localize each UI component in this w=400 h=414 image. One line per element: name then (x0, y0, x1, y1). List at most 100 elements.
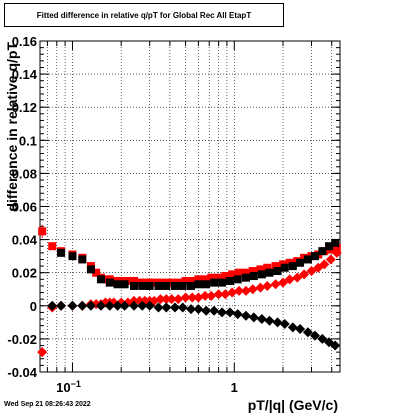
data-point-diamond (200, 290, 211, 301)
data-point-square (92, 268, 101, 277)
data-point-diamond (180, 292, 191, 303)
data-point-diamond (256, 314, 267, 325)
data-point-square (296, 258, 305, 267)
data-point-square (248, 267, 257, 276)
data-point-square (96, 275, 105, 284)
data-point-square (271, 262, 280, 271)
data-point-diamond (299, 269, 310, 280)
data-point-square (201, 275, 210, 284)
data-point-diamond (119, 300, 130, 311)
data-point-square (113, 280, 122, 289)
data-point-square (105, 278, 114, 287)
y-tick-labels: -0.04 -0.02 0 0.02 0.04 0.06 0.08 0.1 0.12 0.14 0.… (7, 34, 37, 380)
data-point-square (235, 268, 244, 277)
data-point-diamond (248, 312, 259, 323)
data-point-square (221, 272, 230, 281)
data-point-diamond (262, 280, 273, 291)
data-point-square (318, 247, 327, 256)
y-tick-label: 0.08 (12, 166, 37, 181)
data-point-diamond (306, 266, 317, 277)
data-point-diamond (128, 300, 139, 311)
data-point-diamond (287, 322, 298, 333)
y-tick-label: 0.02 (12, 266, 37, 281)
data-point-diamond (309, 330, 320, 341)
data-point-square (257, 270, 266, 279)
data-point-diamond (206, 290, 217, 301)
data-point-diamond (330, 340, 341, 351)
data-point-square (129, 276, 138, 285)
data-point-square (78, 255, 87, 264)
data-point-square (194, 280, 203, 289)
data-point-diamond (220, 289, 231, 300)
data-point-diamond (85, 300, 96, 311)
data-point-square (310, 252, 319, 261)
data-point-square (138, 281, 147, 290)
data-point-square (162, 281, 171, 290)
data-point-diamond (227, 287, 238, 298)
data-point-square (120, 280, 129, 289)
x-tick-labels: 10−1 1 (56, 379, 238, 395)
data-markers (37, 224, 342, 358)
data-point-diamond (213, 289, 224, 300)
data-point-square (228, 270, 237, 279)
data-point-diamond (137, 300, 148, 311)
data-point-square (325, 242, 334, 251)
data-point-square (256, 265, 265, 274)
data-point-square (210, 278, 219, 287)
data-point-square (154, 281, 163, 290)
y-tick-label: 0.12 (12, 100, 37, 115)
chart-title-box: Fitted difference in relative q/pT for G… (4, 3, 284, 27)
data-point-diamond (272, 317, 283, 328)
y-axis-title: difference in relative q/pT (4, 42, 20, 212)
data-point-diamond (217, 307, 228, 318)
datestamp: Wed Sep 21 08:26:43 2022 (4, 401, 91, 408)
axis-ticks (40, 40, 340, 373)
data-point-diamond (232, 309, 243, 320)
data-point-square (225, 276, 234, 285)
y-tick-label: 0.04 (12, 233, 38, 248)
y-tick-label: 0.06 (12, 200, 37, 215)
data-point-square (194, 275, 203, 284)
data-point-diamond (104, 300, 115, 311)
data-point-square (57, 248, 66, 257)
data-point-square (38, 227, 47, 236)
data-point-square (150, 278, 159, 287)
data-point-diamond (166, 294, 177, 305)
data-point-diamond (201, 305, 212, 316)
data-point-square (233, 275, 242, 284)
data-point-square (181, 276, 190, 285)
x-tick-label: 1 (231, 380, 238, 395)
data-point-diamond (209, 305, 220, 316)
data-point-square (188, 276, 197, 285)
data-point-square (86, 265, 95, 274)
data-point-diamond (240, 310, 251, 321)
data-point-diamond (247, 284, 258, 295)
y-tick-label: -0.02 (7, 332, 37, 347)
data-point-diamond (270, 279, 281, 290)
data-point-diamond (292, 272, 303, 283)
data-point-square (68, 252, 77, 261)
data-point-diamond (47, 300, 58, 311)
data-point-diamond (161, 302, 172, 313)
y-tick-label: 0.1 (19, 133, 37, 148)
data-point-diamond (255, 282, 266, 293)
data-point-square (303, 255, 312, 264)
data-point-diamond (331, 247, 342, 258)
data-point-square (265, 268, 274, 277)
data-point-square (202, 280, 211, 289)
data-point-square (207, 273, 216, 282)
y-tick-label: 0.14 (12, 67, 38, 82)
data-point-diamond (173, 294, 184, 305)
data-point-square (186, 281, 195, 290)
data-point-square (170, 281, 179, 290)
data-point-square (280, 263, 289, 272)
data-point-diamond (193, 304, 204, 315)
data-point-square (48, 242, 57, 251)
chart-title: Fitted difference in relative q/pT for G… (36, 10, 252, 20)
data-point-diamond (185, 304, 196, 315)
data-point-square (178, 281, 187, 290)
data-point-square (241, 273, 250, 282)
data-point-square (145, 281, 154, 290)
x-tick-label: 10−1 (56, 379, 81, 395)
data-point-diamond (67, 300, 78, 311)
